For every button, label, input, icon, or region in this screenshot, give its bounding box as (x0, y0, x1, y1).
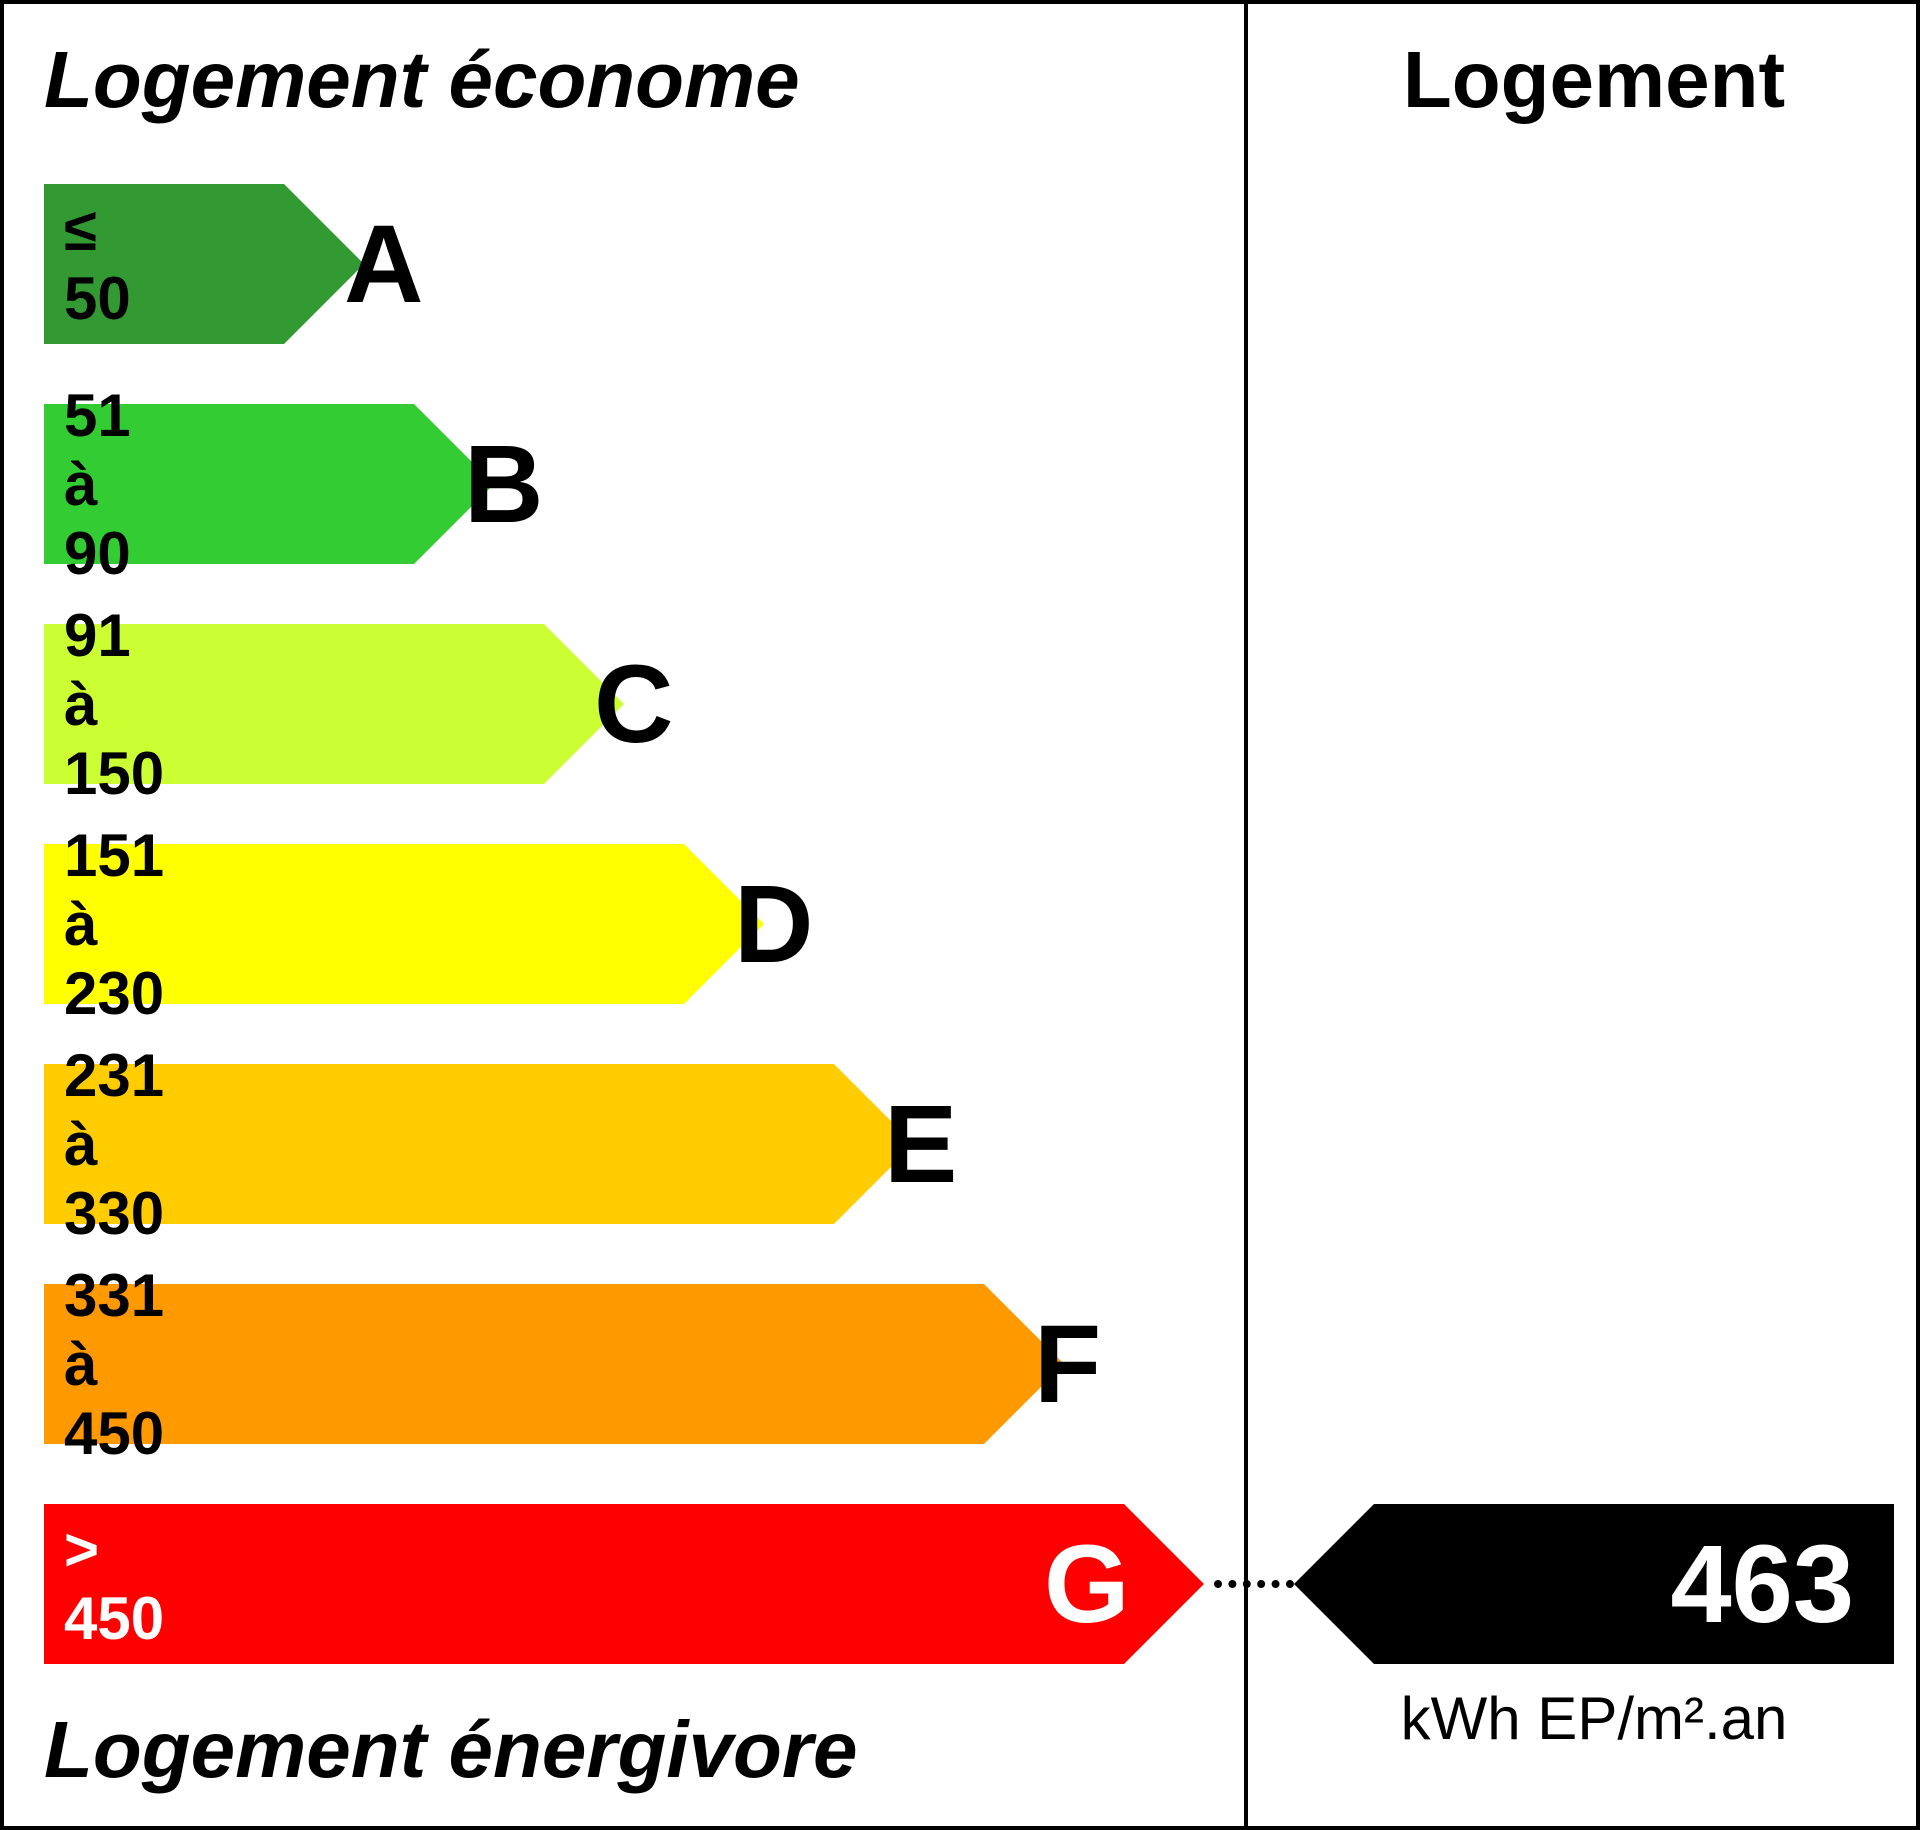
energy-range-E: 231 à 330 (64, 1064, 164, 1224)
energy-range-G: > 450 (64, 1504, 164, 1664)
connector-dots (1214, 1580, 1294, 1588)
energy-bar-body-F (44, 1284, 984, 1444)
energy-letter-A: A (344, 184, 423, 344)
energy-letter-G: G (1044, 1504, 1130, 1664)
energy-letter-C: C (594, 624, 673, 784)
value-indicator-body: 463 (1374, 1504, 1894, 1664)
energy-range-D: 151 à 230 (64, 844, 164, 1004)
energy-range-C: 91 à 150 (64, 624, 164, 784)
energy-letter-E: E (884, 1064, 957, 1224)
energy-letter-F: F (1034, 1284, 1101, 1444)
value-number: 463 (1670, 1521, 1854, 1648)
dpe-frame: Logement économe ≤ 50 A 51 à 90 B 91 à 150 C 1… (0, 0, 1920, 1830)
energy-range-B: 51 à 90 (64, 404, 131, 564)
energy-letter-B: B (464, 404, 543, 564)
vertical-divider (1244, 4, 1248, 1826)
value-indicator: 463 (1294, 1504, 1894, 1664)
energy-letter-D: D (734, 844, 813, 1004)
energy-bar-body-G (44, 1504, 1124, 1664)
title-energivore: Logement énergivore (44, 1704, 858, 1796)
energy-range-F: 331 à 450 (64, 1284, 164, 1444)
energy-range-A: ≤ 50 (64, 184, 131, 344)
title-econome: Logement économe (44, 34, 800, 126)
right-panel-heading: Logement (1314, 34, 1874, 126)
value-unit: kWh EP/m².an (1294, 1684, 1894, 1753)
